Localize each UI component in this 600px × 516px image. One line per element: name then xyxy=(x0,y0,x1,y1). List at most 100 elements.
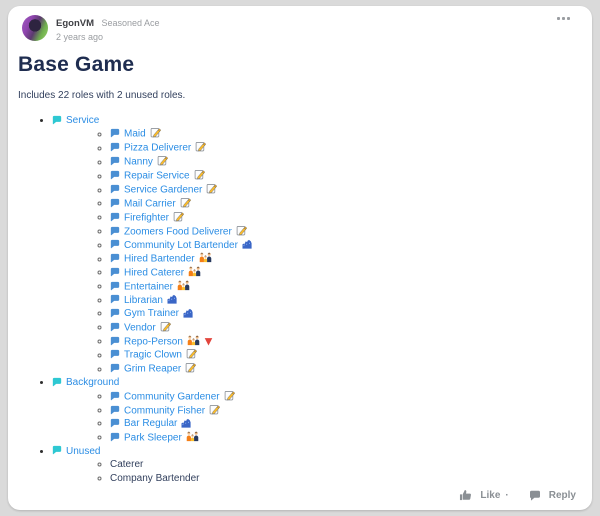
role-link[interactable]: Community Fisher xyxy=(124,405,206,417)
speech-bubble-icon xyxy=(110,363,120,373)
people-group-icon xyxy=(188,266,201,277)
memo-icon xyxy=(173,211,185,222)
like-button[interactable]: Like · xyxy=(459,489,509,501)
role-group: Background Community Gardener Community Fi… xyxy=(52,376,592,445)
role-link[interactable]: Grim Reaper xyxy=(124,363,182,375)
role-link[interactable]: Vendor xyxy=(124,322,156,334)
speech-bubble-icon xyxy=(110,142,120,152)
red-triangle-icon xyxy=(204,337,213,346)
like-label: Like xyxy=(480,489,501,501)
reply-label: Reply xyxy=(548,489,576,501)
cityscape-icon xyxy=(167,294,178,304)
role-item: Firefighter xyxy=(110,211,592,225)
speech-bubble-icon xyxy=(110,336,120,346)
avatar[interactable] xyxy=(22,15,48,41)
speech-bubble-icon xyxy=(110,253,120,263)
role-item: Zoomers Food Deliverer xyxy=(110,225,592,239)
memo-icon xyxy=(224,390,235,401)
post-header: EgonVM Seasoned Ace 2 years ago xyxy=(8,6,592,42)
author-rank: Seasoned Ace xyxy=(101,18,160,28)
post-card: EgonVM Seasoned Ace 2 years ago Base Gam… xyxy=(8,6,592,510)
role-group-link[interactable]: Service xyxy=(66,115,100,126)
role-link[interactable]: Zoomers Food Deliverer xyxy=(124,226,232,238)
speech-bubble-icon xyxy=(110,212,120,222)
speech-bubble-icon xyxy=(110,281,120,291)
role-link[interactable]: Community Lot Bartender xyxy=(124,239,238,251)
reply-button[interactable]: Reply xyxy=(529,490,576,501)
role-link[interactable]: Librarian xyxy=(124,294,163,306)
role-group-link[interactable]: Unused xyxy=(66,445,101,457)
role-item: Entertainer xyxy=(110,280,592,294)
role-link[interactable]: Hired Bartender xyxy=(124,253,195,265)
reply-bubble-icon xyxy=(529,490,541,501)
role-item: Park Sleeper xyxy=(110,431,592,445)
role-link[interactable]: Repair Service xyxy=(124,170,190,182)
role-item: Maid xyxy=(110,127,592,141)
role-link[interactable]: Hired Caterer xyxy=(124,267,185,279)
role-link[interactable]: Mail Carrier xyxy=(124,198,176,210)
speech-bubble-icon xyxy=(52,115,62,125)
speech-bubble-icon xyxy=(110,349,120,359)
speech-bubble-icon xyxy=(110,432,120,442)
role-link[interactable]: Repo-Person xyxy=(124,336,183,347)
role-link[interactable]: Park Sleeper xyxy=(124,432,182,444)
role-item: Tragic Clown xyxy=(110,348,592,362)
role-item: Librarian xyxy=(110,294,592,307)
like-suffix: · xyxy=(505,489,509,501)
role-link[interactable]: Bar Regular xyxy=(124,418,178,430)
people-group-icon xyxy=(199,252,212,263)
role-link[interactable]: Firefighter xyxy=(124,212,170,224)
speech-bubble-icon xyxy=(110,267,120,277)
speech-bubble-icon xyxy=(110,128,120,138)
speech-bubble-icon xyxy=(110,308,120,318)
role-group-link[interactable]: Background xyxy=(66,377,120,389)
role-list: Service Maid Pizza Deliverer Nanny Repair Se… xyxy=(18,114,592,485)
memo-icon xyxy=(150,127,161,138)
role-link[interactable]: Tragic Clown xyxy=(124,349,182,361)
role-link[interactable]: Pizza Deliverer xyxy=(124,142,192,154)
role-group: Unused CatererCompany Bartender xyxy=(52,445,592,485)
role-link[interactable]: Service Gardener xyxy=(124,184,203,196)
role-link[interactable]: Gym Trainer xyxy=(124,308,180,320)
role-link[interactable]: Community Gardener xyxy=(124,391,220,403)
role-item: Hired Caterer xyxy=(110,266,592,280)
memo-icon xyxy=(209,404,221,415)
role-link[interactable]: Entertainer xyxy=(124,281,173,293)
cityscape-icon xyxy=(181,418,192,428)
role-item: Community Fisher xyxy=(110,404,592,418)
people-group-icon xyxy=(187,335,200,346)
role-item: Bar Regular xyxy=(110,417,592,430)
role-group: Service Maid Pizza Deliverer Nanny Repair Se… xyxy=(52,114,592,376)
role-sublist: Maid Pizza Deliverer Nanny Repair Service Se… xyxy=(52,127,592,376)
role-item: Grim Reaper xyxy=(110,362,592,376)
speech-bubble-icon xyxy=(52,377,62,387)
role-label: Company Bartender xyxy=(110,472,200,484)
role-item: Mail Carrier xyxy=(110,197,592,211)
role-item: Hired Bartender xyxy=(110,252,592,266)
role-item: Company Bartender xyxy=(110,472,592,485)
speech-bubble-icon xyxy=(110,170,120,180)
role-link[interactable]: Maid xyxy=(124,128,146,140)
speech-bubble-icon xyxy=(110,156,120,166)
people-group-icon xyxy=(177,280,190,291)
memo-icon xyxy=(157,155,169,166)
speech-bubble-icon xyxy=(52,445,62,455)
post-subtitle: Includes 22 roles with 2 unused roles. xyxy=(18,90,186,101)
speech-bubble-icon xyxy=(110,184,120,194)
speech-bubble-icon xyxy=(110,322,120,332)
speech-bubble-icon xyxy=(110,239,120,249)
post-actions: Like · Reply xyxy=(459,489,576,501)
memo-icon xyxy=(185,362,197,373)
speech-bubble-icon xyxy=(110,418,120,428)
post-timestamp[interactable]: 2 years ago xyxy=(56,32,104,42)
post-title: Base Game xyxy=(18,53,135,76)
role-link[interactable]: Nanny xyxy=(124,156,153,168)
people-group-icon xyxy=(186,431,199,442)
ellipsis-icon[interactable] xyxy=(557,17,570,20)
speech-bubble-icon xyxy=(110,198,120,208)
role-sublist: Community Gardener Community FisherBar Re… xyxy=(52,390,592,445)
author-name[interactable]: EgonVM xyxy=(56,18,94,29)
role-label: Caterer xyxy=(110,459,144,471)
memo-icon xyxy=(195,141,207,152)
role-item: Gym Trainer xyxy=(110,307,592,320)
